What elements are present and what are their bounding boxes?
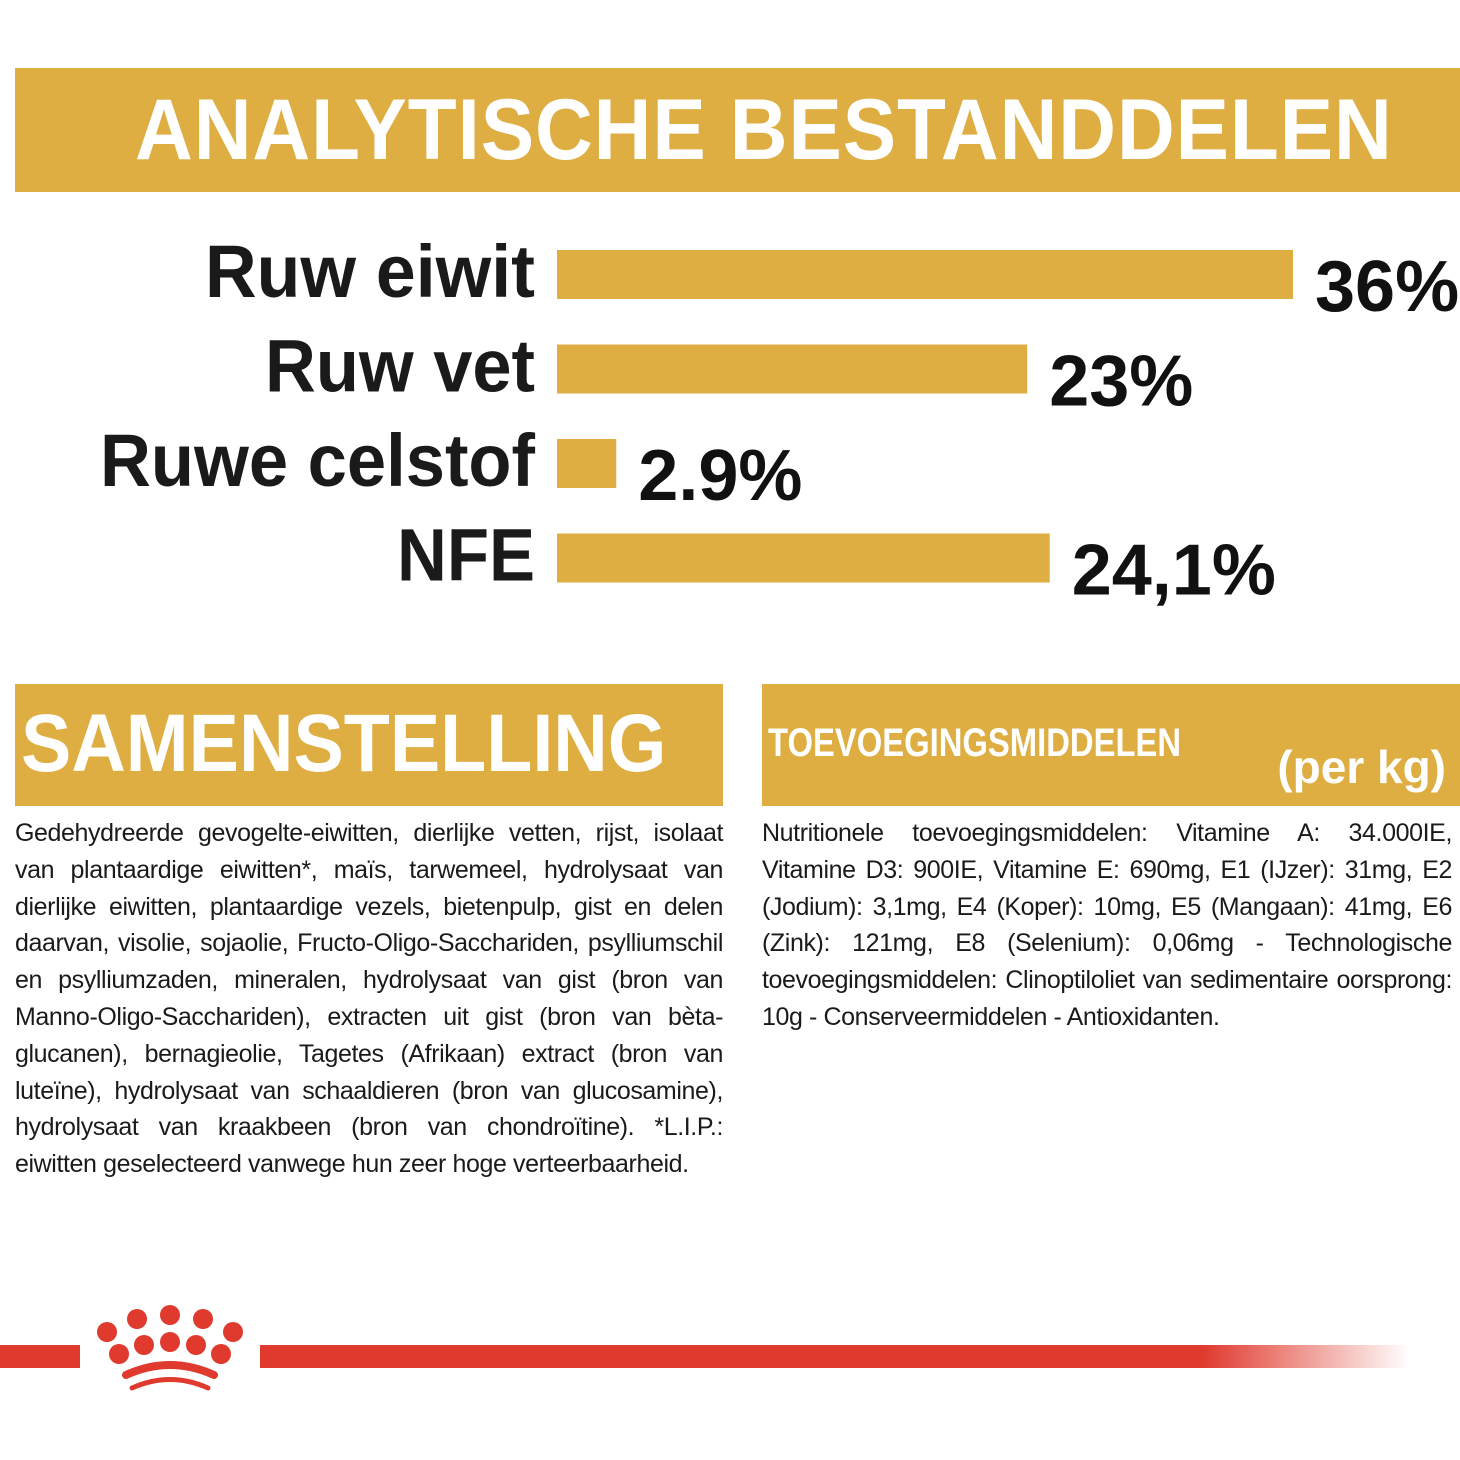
- category-label: Ruw eiwit: [205, 230, 535, 313]
- toevoegingsmiddelen-title: TOEVOEGINGSMIDDELEN: [768, 721, 1182, 765]
- bar: [557, 439, 617, 488]
- samenstelling-header-band: SAMENSTELLING: [15, 684, 723, 806]
- toevoegingsmiddelen-header-band: TOEVOEGINGSMIDDELEN (per kg): [762, 684, 1460, 806]
- brand-line-left: [0, 1345, 80, 1368]
- bar: [557, 250, 1293, 299]
- value-label: 23%: [1049, 342, 1193, 422]
- bar: [557, 533, 1050, 583]
- page-title: ANALYTISCHE BESTANDDELEN: [135, 82, 1393, 178]
- toevoegingsmiddelen-unit: (per kg): [1277, 741, 1446, 793]
- category-label: NFE: [397, 514, 535, 597]
- samenstelling-text: Gedehydreerde gevogelte-eiwitten, dierli…: [15, 819, 723, 1179]
- value-label: 36%: [1315, 247, 1459, 327]
- value-label: 2.9%: [638, 436, 802, 516]
- analytical-header-band: ANALYTISCHE BESTANDDELEN: [15, 68, 1460, 192]
- crown-icon: [97, 1305, 243, 1391]
- analytical-bar-chart: Ruw eiwit 36% Ruw vet 23% Ruwe celstof 2.9% NF…: [100, 230, 1459, 611]
- toevoegingsmiddelen-text: Nutritionele toevoegingsmiddelen: Vitami…: [762, 819, 1452, 1031]
- value-label: 24,1%: [1072, 531, 1276, 611]
- samenstelling-title: SAMENSTELLING: [21, 698, 667, 789]
- bar: [557, 344, 1028, 394]
- brand-line-right: [260, 1345, 1410, 1368]
- category-label: Ruwe celstof: [100, 419, 535, 502]
- category-label: Ruw vet: [265, 325, 535, 408]
